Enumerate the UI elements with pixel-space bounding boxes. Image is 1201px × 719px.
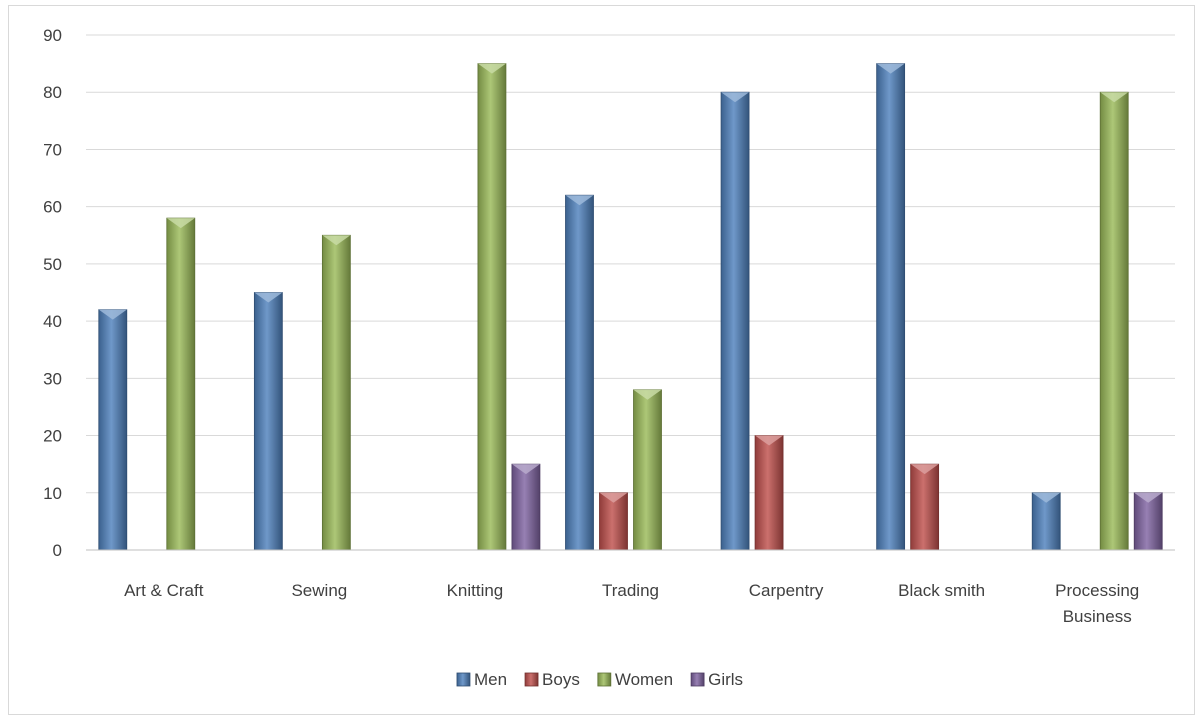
y-tick-label: 0 <box>53 541 62 560</box>
y-tick-label: 20 <box>43 427 62 446</box>
legend-item-women: Women <box>597 670 673 689</box>
legend-item-boys: Boys <box>524 670 580 689</box>
y-tick-label: 80 <box>43 83 62 102</box>
bar-women <box>321 234 351 551</box>
y-tick-label: 50 <box>43 255 62 274</box>
x-tick-label: Black smith <box>898 581 985 600</box>
y-tick-label: 10 <box>43 484 62 503</box>
bar-men <box>720 91 750 551</box>
y-tick-label: 30 <box>43 369 62 388</box>
bar-men <box>876 63 906 551</box>
chart-frame <box>8 5 1195 715</box>
x-tick-label: Carpentry <box>749 581 824 600</box>
bar-boys <box>910 463 940 551</box>
y-tick-label: 90 <box>43 26 62 45</box>
legend-label: Men <box>474 670 507 689</box>
y-axis-tick-labels: 0 10 20 30 40 50 60 70 80 90 <box>43 26 62 560</box>
bar-girls <box>1133 492 1163 551</box>
y-tick-label: 60 <box>43 198 62 217</box>
bar-women <box>477 63 507 551</box>
x-axis-tick-labels: Art & Craft Sewing Knitting Trading Carpentr… <box>124 581 1139 626</box>
bars <box>98 63 1163 551</box>
legend: Men Boys Women Girls <box>456 670 743 689</box>
x-tick-label: Processing Business <box>1055 581 1139 626</box>
legend-label: Girls <box>708 670 743 689</box>
y-tick-label: 40 <box>43 312 62 331</box>
bar-men <box>253 292 283 551</box>
legend-label: Boys <box>542 670 580 689</box>
bar-boys <box>599 492 628 551</box>
x-tick-label: Trading <box>602 581 659 600</box>
bar-men <box>1031 492 1061 551</box>
bar-men <box>98 309 128 551</box>
x-tick-label: Sewing <box>291 581 347 600</box>
gridlines <box>86 34 1175 551</box>
x-tick-label: Knitting <box>447 581 504 600</box>
bar-women <box>1099 91 1129 551</box>
bar-women <box>166 217 196 551</box>
legend-item-girls: Girls <box>690 670 743 689</box>
legend-item-men: Men <box>456 670 507 689</box>
y-tick-label: 70 <box>43 140 62 159</box>
bar-girls <box>511 463 541 551</box>
legend-swatch <box>524 672 539 687</box>
legend-swatch <box>597 672 612 687</box>
bar-women <box>633 389 662 551</box>
bar-boys <box>754 435 784 551</box>
legend-label: Women <box>615 670 673 689</box>
bar-men <box>565 194 594 551</box>
x-tick-label: Art & Craft <box>124 581 204 600</box>
legend-swatch <box>690 672 705 687</box>
legend-swatch <box>456 672 471 687</box>
